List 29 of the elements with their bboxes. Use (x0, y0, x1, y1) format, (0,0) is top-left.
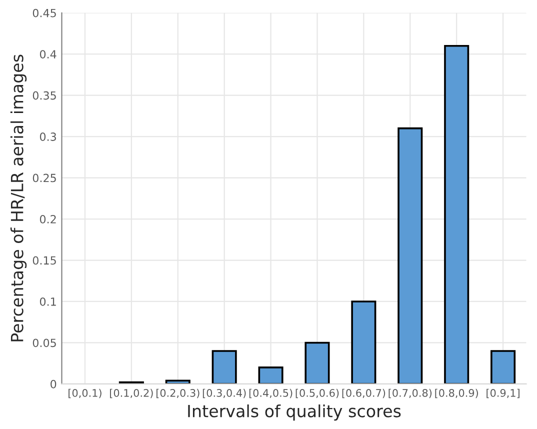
x-axis-title: Intervals of quality scores (188, 404, 401, 421)
x-tick-label: [0,0.1) (68, 388, 102, 398)
bar (258, 366, 284, 384)
y-tick-label: 0.45 (32, 8, 56, 18)
y-tick-label: 0.35 (32, 91, 56, 100)
x-tick-label: [0.3,0.4) (202, 388, 246, 398)
y-tick-label: 0 (50, 380, 56, 388)
x-tick-label: [0.9,1] (486, 388, 520, 398)
y-axis-title: Percentage of HR/LR aerial images (10, 54, 27, 342)
bar (351, 300, 376, 384)
y-tick-label: 0.2 (40, 215, 56, 224)
y-tick-label: 0.15 (32, 256, 56, 265)
y-tick-label: 0.05 (32, 338, 56, 348)
x-tick-label: [0.8,0.9) (435, 388, 478, 398)
x-tick-label: [0.4,0.5) (249, 388, 292, 398)
bar (490, 350, 516, 384)
x-tick-label: [0.1,0.2) (110, 388, 153, 398)
y-tick-label: 0.1 (40, 297, 56, 306)
x-tick-label: [0.2,0.3) (156, 388, 200, 398)
bar (444, 44, 470, 384)
y-tick-label: 0.4 (40, 50, 56, 58)
bar (212, 350, 237, 384)
bar (304, 342, 330, 384)
bar (398, 127, 423, 384)
x-tick-label: [0.7,0.8) (388, 388, 432, 398)
x-tick-label: [0.5,0.6) (296, 388, 339, 398)
y-tick-label: 0.3 (40, 132, 56, 141)
x-tick-label: [0.6,0.7) (342, 388, 386, 398)
y-tick-label: 0.25 (32, 174, 56, 182)
